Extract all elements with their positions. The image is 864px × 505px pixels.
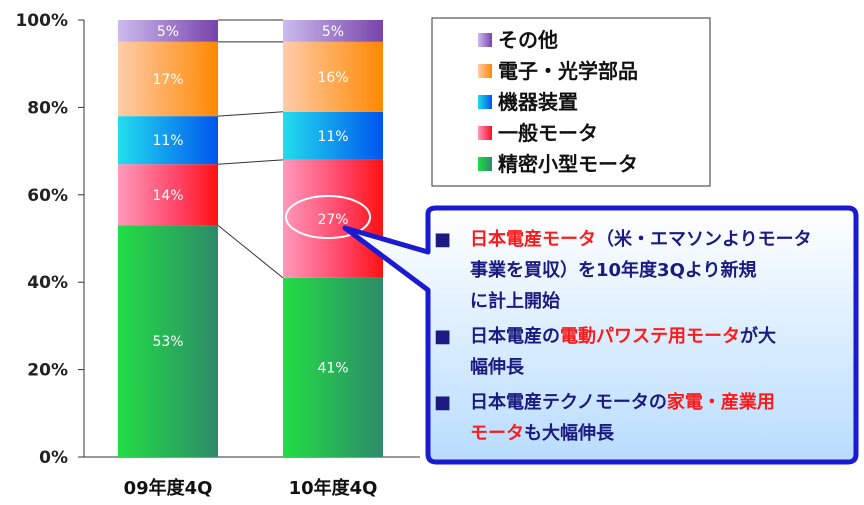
bar-segment xyxy=(283,20,383,42)
bar-data-label: 41% xyxy=(317,360,348,376)
legend-label: その他 xyxy=(498,28,558,52)
callout-line: に計上開始 xyxy=(470,290,560,312)
y-tick-label: 60% xyxy=(27,186,68,206)
bar-data-label: 16% xyxy=(317,70,348,86)
legend-swatch xyxy=(478,157,492,171)
y-tick-label: 0% xyxy=(39,448,68,468)
highlight-text: 電動パワステ用モータ xyxy=(560,325,740,347)
callout-line: モータも大幅伸長 xyxy=(470,422,615,444)
legend-label: 精密小型モータ xyxy=(498,152,638,176)
callout-line: 日本電産テクノモータの家電・産業用 xyxy=(470,391,775,413)
callout-text-span: に計上開始 xyxy=(470,290,560,312)
callout-text-span: （米・エマソンよりモータ xyxy=(596,228,812,250)
y-axis: 0% 20% 40% 60% 80% 100% xyxy=(15,11,420,468)
bar-data-label: 53% xyxy=(152,334,183,350)
bar-connectors xyxy=(217,19,284,279)
bar-segment xyxy=(118,20,218,42)
y-tick-label: 40% xyxy=(27,273,68,293)
bar-segment xyxy=(283,159,383,278)
connector-line xyxy=(217,159,284,165)
callout-line: 事業を買収）を10年度3Qより新規 xyxy=(470,259,757,281)
bar-segment xyxy=(283,41,383,112)
legend-label: 一般モータ xyxy=(498,121,598,145)
bar-data-label: 11% xyxy=(317,129,348,145)
bar-data-label: 17% xyxy=(152,72,183,88)
bar-segment xyxy=(118,225,218,457)
bar-segment xyxy=(283,111,383,160)
legend-swatch xyxy=(478,95,492,109)
bar-data-label: 14% xyxy=(152,188,183,204)
highlight-text: 家電・産業用 xyxy=(667,391,775,413)
connector-line xyxy=(217,111,284,117)
highlight-text: 日本電産モータ xyxy=(470,228,596,250)
callout-line: 日本電産の電動パワステ用モータが大 xyxy=(470,325,776,347)
highlight-text: モータ xyxy=(470,423,524,444)
callout-text-span: 日本電産テクノモータの xyxy=(470,391,667,413)
callout-bubble xyxy=(342,205,859,465)
legend-swatch xyxy=(478,64,492,78)
x-category-label: 10年度4Q xyxy=(289,477,378,499)
highlight-ellipse xyxy=(285,195,371,239)
bar-data-label: 11% xyxy=(152,133,183,149)
callout-text-span: も大幅伸長 xyxy=(524,422,615,444)
y-tick-label: 100% xyxy=(15,11,68,31)
callout-text-span: 日本電産の xyxy=(470,325,560,347)
bar-data-label: 5% xyxy=(157,24,179,40)
callout-line: 日本電産モータ（米・エマソンよりモータ xyxy=(470,228,812,250)
bar-segment xyxy=(283,277,383,457)
callout: ■ 日本電産モータ（米・エマソンよりモータ事業を買収）を10年度3Qより新規に計上… xyxy=(285,195,859,465)
bar-segment xyxy=(118,164,218,226)
bars: 53% 14% 11% 17% 5% 41% 27% 11% 16% 5% xyxy=(118,20,383,457)
bullet-icon: ■ xyxy=(434,229,451,250)
x-category-label: 09年度4Q xyxy=(124,477,213,499)
x-axis-categories: 09年度4Q 10年度4Q xyxy=(124,477,378,499)
bullet-icon: ■ xyxy=(434,326,451,347)
legend-label: 機器装置 xyxy=(498,90,578,114)
bar-data-label: 27% xyxy=(317,212,348,228)
callout-text-span: 事業を買収）を10年度3Qより新規 xyxy=(470,259,757,281)
legend-swatch xyxy=(478,33,492,47)
callout-text-span: が大 xyxy=(740,325,776,347)
callout-line: 幅伸長 xyxy=(470,356,525,378)
y-tick-label: 80% xyxy=(27,98,68,118)
bar-data-label: 5% xyxy=(322,24,344,40)
bullet-icon: ■ xyxy=(434,392,451,413)
legend-label: 電子・光学部品 xyxy=(498,59,638,83)
bar-segment xyxy=(118,41,218,117)
y-tick-label: 20% xyxy=(27,361,68,381)
legend-swatch xyxy=(478,126,492,140)
callout-text-span: 幅伸長 xyxy=(470,356,525,378)
bar-segment xyxy=(118,116,218,165)
connector-line xyxy=(217,225,284,279)
